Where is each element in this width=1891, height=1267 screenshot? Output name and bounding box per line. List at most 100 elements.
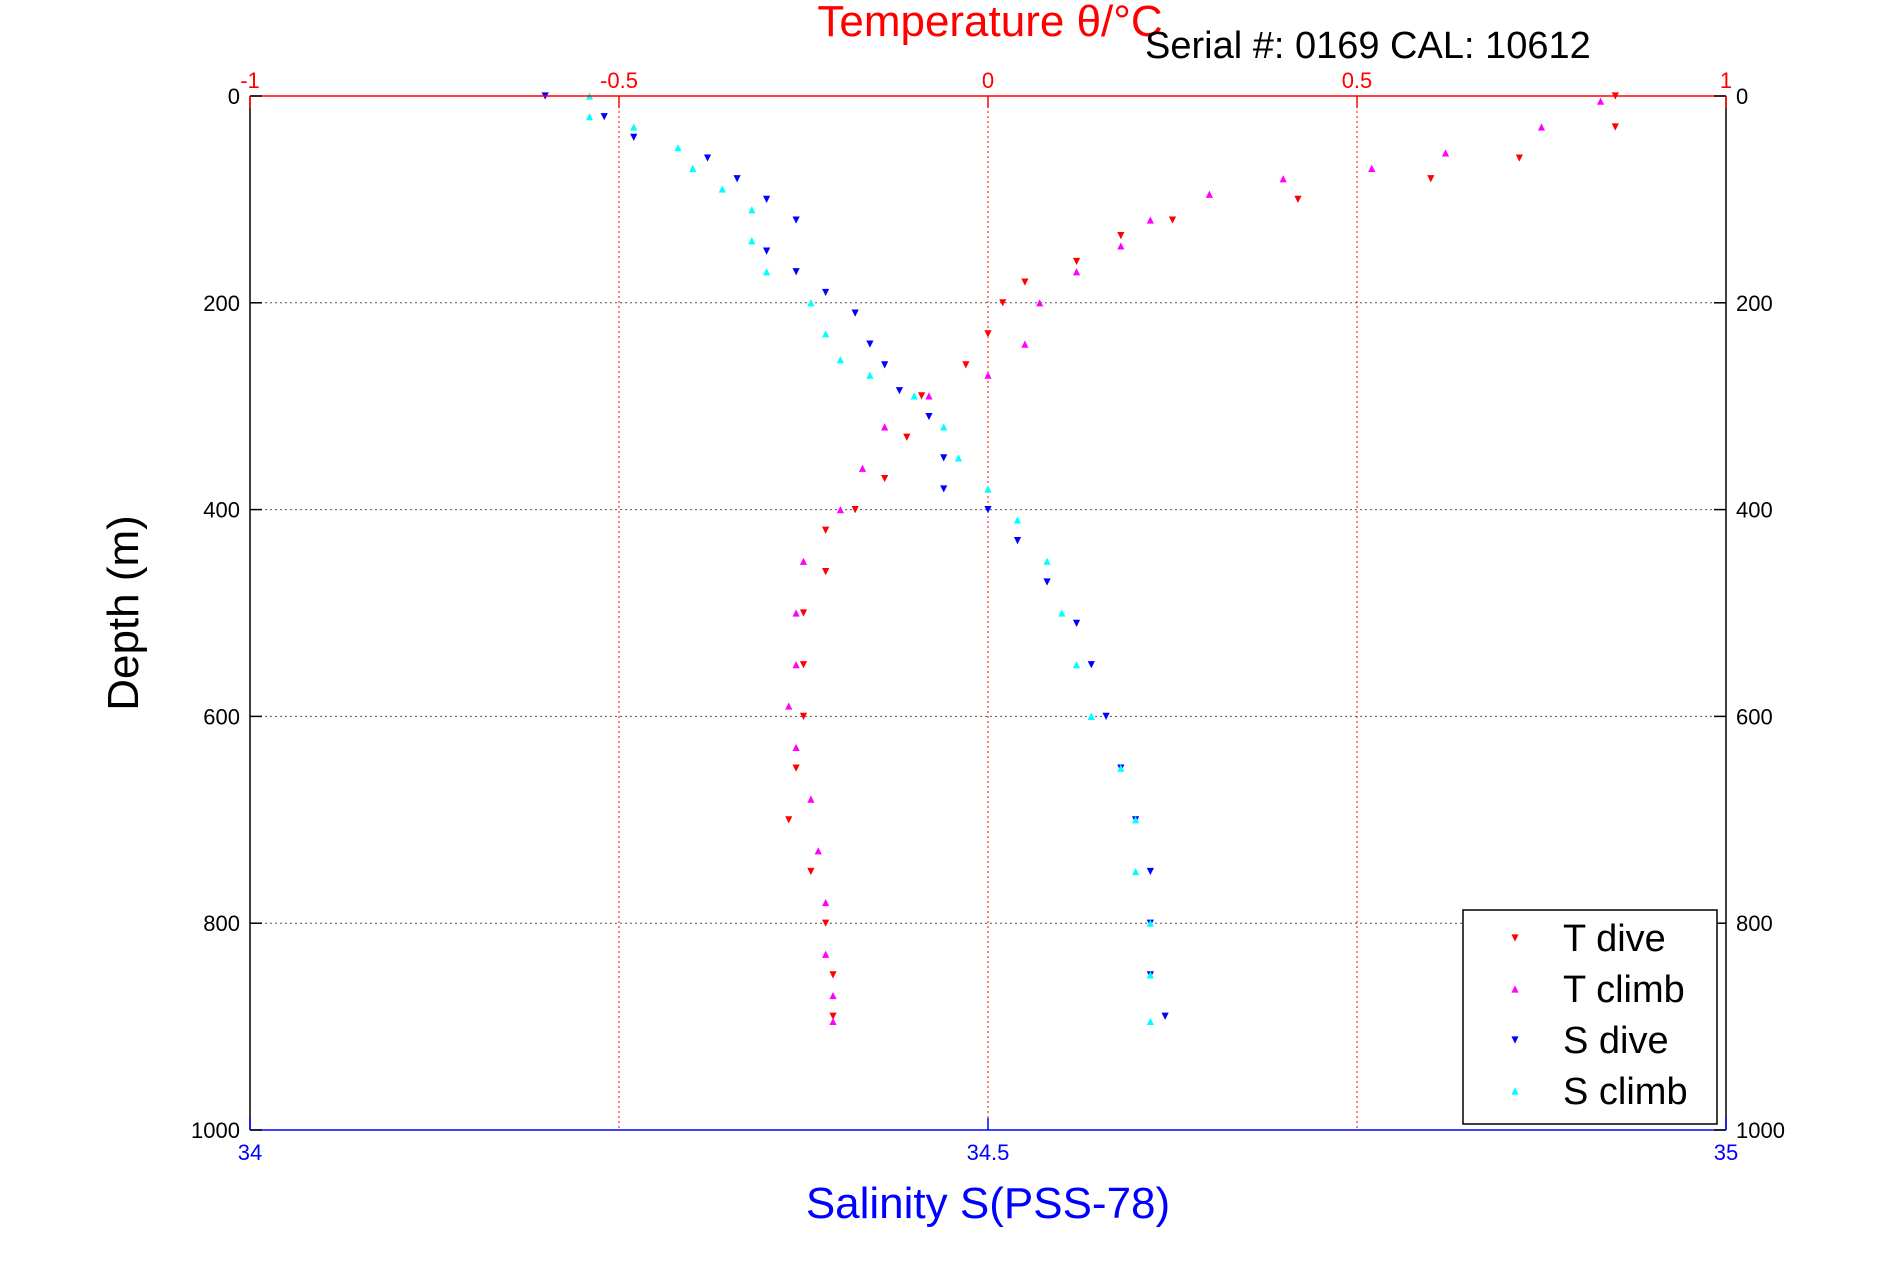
data-point bbox=[689, 164, 697, 172]
data-point bbox=[1161, 1012, 1169, 1020]
data-point bbox=[881, 361, 889, 369]
data-point bbox=[799, 557, 808, 565]
legend-label: S climb bbox=[1563, 1071, 1688, 1113]
data-point bbox=[1072, 661, 1081, 669]
legend-marker bbox=[1511, 1087, 1519, 1095]
data-point bbox=[1013, 516, 1022, 524]
data-point bbox=[733, 175, 741, 183]
axes: 0 0 200 200 400 400 600 600 800 800 1000 1000 -1 -0.5… bbox=[191, 68, 1785, 1165]
y-tick-label-left: 400 bbox=[203, 498, 240, 523]
data-point bbox=[763, 268, 771, 276]
data-point bbox=[1132, 816, 1140, 824]
data-point bbox=[1117, 242, 1125, 250]
data-point bbox=[1021, 278, 1029, 286]
data-point bbox=[836, 356, 844, 364]
data-point bbox=[1072, 257, 1081, 266]
data-point bbox=[1087, 661, 1095, 669]
data-point bbox=[1368, 164, 1376, 172]
top-x-tick-label: 1 bbox=[1720, 68, 1732, 93]
y-tick-label-right: 400 bbox=[1736, 498, 1773, 523]
top-x-tick-label: -1 bbox=[240, 68, 260, 93]
data-point bbox=[630, 133, 638, 141]
data-point bbox=[829, 1017, 837, 1026]
data-point bbox=[822, 526, 830, 534]
data-point bbox=[1611, 123, 1619, 131]
data-point bbox=[718, 185, 726, 193]
data-point bbox=[822, 950, 830, 958]
data-point bbox=[822, 330, 830, 338]
x-axis-label: Salinity S(PSS-78) bbox=[806, 1179, 1170, 1228]
data-points bbox=[541, 92, 1619, 1026]
data-point bbox=[940, 454, 948, 462]
data-point bbox=[1441, 149, 1450, 157]
y-tick-label-left: 600 bbox=[203, 704, 240, 729]
top-x-tick-label: -0.5 bbox=[600, 68, 638, 93]
data-point bbox=[785, 816, 793, 824]
y-tick-label-left: 1000 bbox=[191, 1118, 240, 1143]
data-point bbox=[792, 764, 800, 772]
data-point bbox=[954, 454, 963, 462]
data-point bbox=[1427, 175, 1435, 183]
top-x-tick-label: 0 bbox=[982, 68, 994, 93]
data-point bbox=[917, 392, 926, 400]
data-point bbox=[851, 309, 859, 317]
data-point bbox=[910, 392, 918, 400]
data-point bbox=[1036, 299, 1044, 307]
data-point bbox=[895, 387, 904, 395]
top-x-tick-label: 0.5 bbox=[1342, 68, 1373, 93]
legend-marker bbox=[1511, 1036, 1519, 1044]
data-point bbox=[1043, 578, 1051, 586]
series-t-dive bbox=[785, 92, 1619, 1020]
data-point bbox=[822, 568, 830, 576]
data-point bbox=[1205, 190, 1213, 198]
data-point bbox=[807, 795, 815, 803]
data-point bbox=[881, 474, 889, 483]
data-point bbox=[1515, 154, 1523, 162]
series-s-climb bbox=[585, 92, 1154, 1026]
data-point bbox=[792, 661, 800, 669]
data-point bbox=[999, 299, 1007, 307]
data-point bbox=[1146, 216, 1154, 224]
data-point bbox=[925, 392, 933, 400]
data-point bbox=[763, 195, 771, 203]
y-tick-label-right: 1000 bbox=[1736, 1118, 1785, 1143]
data-point bbox=[984, 371, 992, 379]
data-point bbox=[792, 216, 800, 224]
data-point bbox=[984, 506, 992, 514]
data-point bbox=[836, 506, 844, 514]
bottom-x-tick-label: 34 bbox=[238, 1140, 262, 1165]
data-point bbox=[829, 991, 837, 1000]
data-point bbox=[1146, 919, 1154, 927]
bottom-x-tick-label: 35 bbox=[1714, 1140, 1738, 1165]
data-point bbox=[866, 340, 874, 348]
y-axis-label: Depth (m) bbox=[99, 515, 148, 711]
y-tick-label-left: 200 bbox=[203, 291, 240, 316]
legend-label: T climb bbox=[1563, 969, 1685, 1011]
series-t-climb bbox=[785, 97, 1605, 1026]
data-point bbox=[1146, 1017, 1154, 1026]
data-point bbox=[858, 464, 867, 472]
data-point bbox=[1102, 712, 1110, 720]
y-tick-label-right: 200 bbox=[1736, 291, 1773, 316]
data-point bbox=[748, 237, 756, 245]
data-point bbox=[940, 423, 948, 431]
data-point bbox=[925, 412, 933, 421]
chart-title: Temperature θ/°C bbox=[817, 0, 1162, 46]
y-tick-label-left: 800 bbox=[203, 911, 240, 936]
data-point bbox=[962, 361, 970, 369]
y-tick-label-right: 800 bbox=[1736, 911, 1773, 936]
data-point bbox=[822, 898, 830, 907]
data-point bbox=[1021, 340, 1029, 348]
data-point bbox=[1146, 867, 1154, 876]
data-point bbox=[1168, 216, 1177, 224]
data-point bbox=[881, 423, 889, 431]
y-tick-label-right: 0 bbox=[1736, 84, 1748, 109]
data-point bbox=[792, 743, 800, 752]
data-point bbox=[1146, 971, 1154, 979]
data-point bbox=[984, 485, 992, 493]
data-point bbox=[940, 485, 948, 493]
data-point bbox=[1294, 195, 1302, 203]
data-point bbox=[763, 247, 771, 255]
